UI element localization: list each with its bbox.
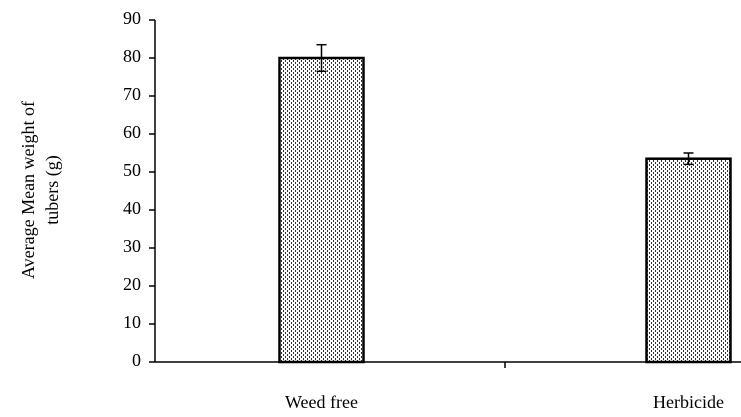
y-axis-title-line: Average Mean weight of xyxy=(18,101,38,279)
y-tick-label: 30 xyxy=(123,236,141,256)
y-tick-label: 20 xyxy=(123,274,141,294)
y-tick-label: 80 xyxy=(123,46,141,66)
y-tick-label: 70 xyxy=(123,84,141,104)
y-tick-label: 90 xyxy=(123,8,141,28)
bar xyxy=(278,56,365,364)
y-tick-label: 10 xyxy=(123,312,141,332)
y-axis-title-line: tubers (g) xyxy=(42,155,63,224)
y-tick-label: 40 xyxy=(123,198,141,218)
y-axis-title: Average Mean weight of tubers (g) xyxy=(18,101,63,279)
x-tick-label: Weed free xyxy=(285,392,358,412)
bar xyxy=(645,157,732,364)
x-tick-label: Herbicide xyxy=(653,392,724,412)
y-tick-label: 60 xyxy=(123,122,141,142)
y-tick-label: 0 xyxy=(132,350,141,370)
y-tick-label: 50 xyxy=(123,160,141,180)
